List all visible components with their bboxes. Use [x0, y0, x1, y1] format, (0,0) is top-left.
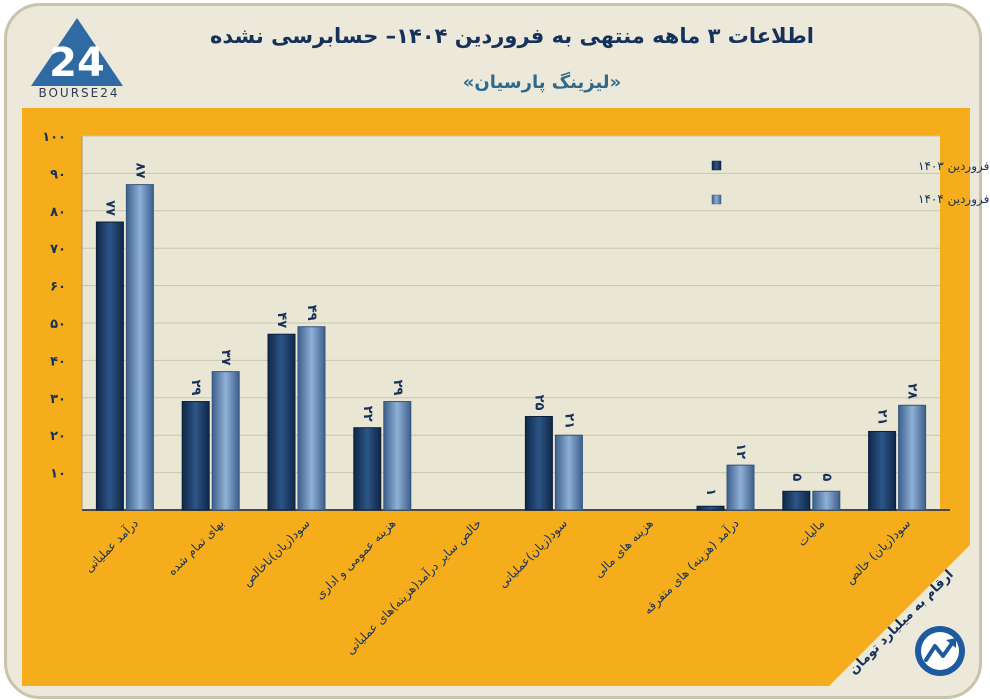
legend-swatch-1404 [711, 194, 722, 205]
bar-1403 [353, 427, 382, 511]
bourse24-logo-icon: 24 [31, 18, 123, 86]
bar-1404 [812, 490, 841, 511]
data-label: ۵ [819, 473, 834, 481]
data-label: ۲۹ [390, 380, 405, 396]
data-label: ۱۲ [733, 443, 748, 459]
data-label: ۲۲ [360, 406, 375, 422]
legend-swatch-1403 [711, 160, 722, 171]
legend-label-1403: عملکرد منتهی به فروردین ۱۴۰۳ [918, 159, 990, 174]
data-label: ۴۹ [304, 305, 319, 321]
company-name: «لیزینگ پارسیان» [462, 72, 622, 93]
bar-1404 [125, 184, 154, 511]
logo-text: BOURSE24 [38, 86, 120, 100]
bar-1404 [726, 464, 755, 511]
bar-1404 [297, 326, 326, 511]
bar-1404 [211, 371, 240, 511]
bar-1403 [95, 221, 124, 511]
bar-1403 [868, 430, 897, 511]
data-label: ۲۱ [561, 413, 576, 429]
data-label: ۱ [703, 488, 718, 496]
y-tick-label: ۱۰ [50, 467, 66, 482]
data-label: ۵ [789, 473, 804, 481]
data-label: ۲۵ [531, 395, 546, 411]
data-label: ۷۷ [102, 200, 117, 216]
data-label: ۳۷ [218, 350, 233, 366]
y-tick-label: ۷۰ [50, 242, 66, 257]
y-tick-label: ۴۰ [50, 354, 66, 369]
bar-1403 [524, 416, 553, 511]
y-tick-label: ۸۰ [50, 205, 66, 220]
data-label: ۲۹ [188, 380, 203, 396]
bar-1403 [181, 401, 210, 511]
bar-1404 [383, 401, 412, 511]
data-label: ۲۸ [905, 383, 920, 399]
bar-1403 [696, 505, 725, 511]
y-tick-label: ۶۰ [50, 280, 66, 295]
bar-1403 [267, 333, 296, 511]
y-tick-label: ۳۰ [50, 392, 66, 407]
bar-1404 [554, 434, 583, 511]
trend-arrow-icon [915, 626, 965, 676]
svg-text:24: 24 [49, 40, 105, 86]
bar-1404 [898, 404, 927, 511]
y-tick-label: ۵۰ [50, 317, 66, 332]
data-label: ۴۷ [274, 312, 289, 328]
bar-1403 [782, 490, 811, 511]
legend: عملکرد منتهی به فروردین ۱۴۰۳ عملکرد منته… [711, 159, 990, 207]
data-label: ۸۷ [132, 163, 147, 179]
y-tick-label: ۲۰ [50, 429, 66, 444]
legend-label-1404: عملکرد منتهی به فروردین ۱۴۰۴ [918, 192, 990, 207]
data-label: ۲۱ [875, 410, 890, 426]
y-tick-label: ۱۰۰ [42, 130, 66, 145]
page-title: اطلاعات ۳ ماهه منتهی به فروردین ۱۴۰۴– حس… [210, 24, 814, 48]
y-tick-label: ۹۰ [50, 167, 66, 182]
